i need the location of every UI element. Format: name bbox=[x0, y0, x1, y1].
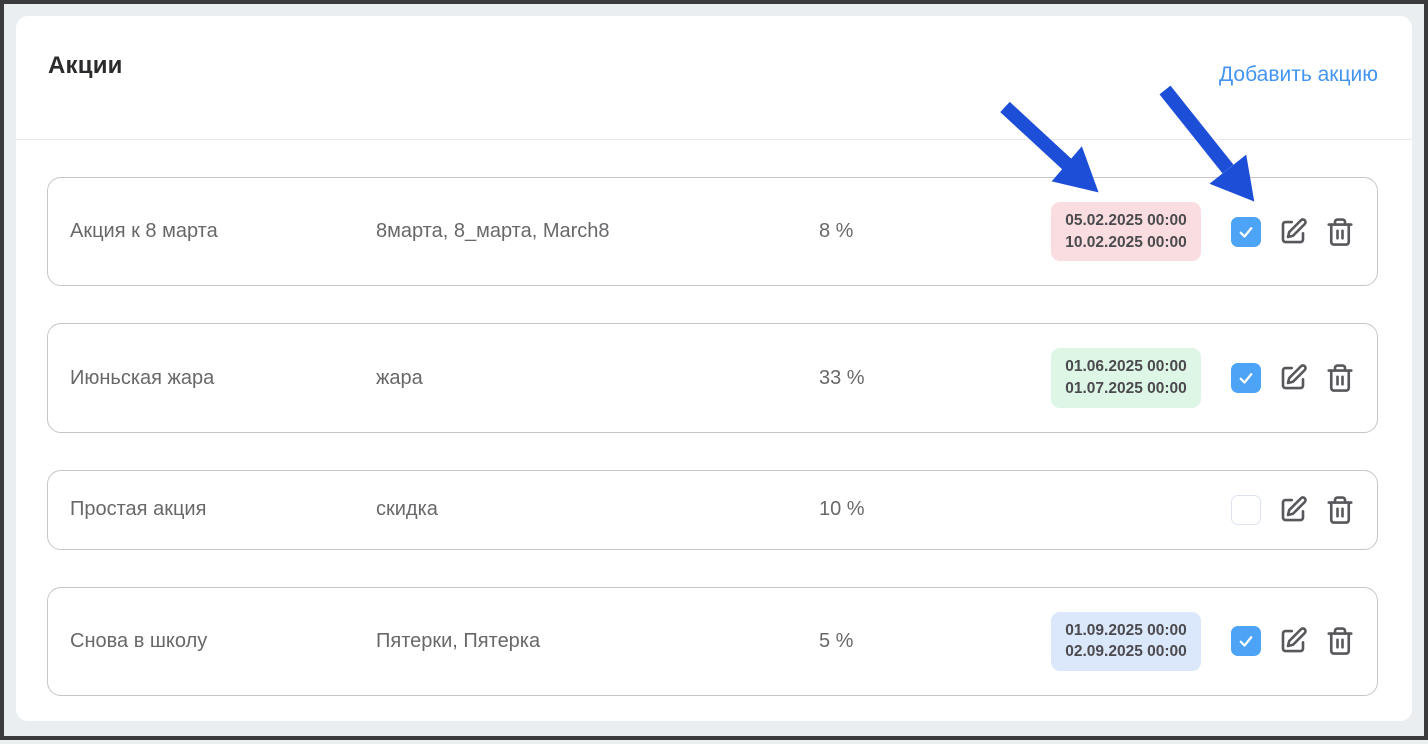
promotion-name: Акция к 8 марта bbox=[70, 220, 218, 243]
date-start: 05.02.2025 00:00 bbox=[1065, 212, 1187, 229]
date-badge-cell: 01.06.2025 00:00 01.07.2025 00:00 bbox=[1051, 348, 1201, 408]
promotions-panel: Акции Добавить акцию Акция к 8 марта 8ма… bbox=[16, 16, 1412, 721]
trash-icon bbox=[1327, 627, 1353, 656]
promotion-tags: 8марта, 8_марта, March8 bbox=[376, 220, 610, 243]
promotion-row: Июньская жара жара 33 % 01.06.2025 00:00… bbox=[70, 348, 1355, 408]
edit-button[interactable] bbox=[1278, 217, 1308, 247]
edit-icon bbox=[1281, 495, 1307, 522]
date-badge: 05.02.2025 00:00 10.02.2025 00:00 bbox=[1051, 202, 1201, 262]
date-end: 02.09.2025 00:00 bbox=[1065, 643, 1187, 661]
promotion-row: Простая акция скидка 10 % bbox=[70, 494, 1355, 525]
date-badge-cell: 01.09.2025 00:00 02.09.2025 00:00 bbox=[1051, 611, 1201, 672]
row-actions bbox=[1211, 363, 1355, 394]
promotion-name: Снова в школу bbox=[70, 629, 208, 652]
promotion-tags: жара bbox=[376, 366, 423, 389]
promotion-row: Снова в школу Пятерки, Пятерка 5 % 01.09… bbox=[70, 611, 1355, 672]
promotion-card: Простая акция скидка 10 % bbox=[47, 469, 1378, 550]
edit-button[interactable] bbox=[1278, 495, 1308, 525]
row-actions bbox=[1211, 626, 1355, 657]
check-icon bbox=[1239, 226, 1253, 238]
page-title: Акции bbox=[48, 52, 123, 79]
promotion-row: Акция к 8 марта 8марта, 8_марта, March8 … bbox=[70, 202, 1355, 262]
active-checkbox[interactable] bbox=[1231, 363, 1261, 394]
promotion-name: Июньская жара bbox=[70, 366, 215, 389]
delete-button[interactable] bbox=[1325, 626, 1355, 656]
row-actions bbox=[1211, 494, 1355, 525]
panel-header: Акции Добавить акцию bbox=[16, 16, 1412, 140]
date-end: 01.07.2025 00:00 bbox=[1065, 380, 1187, 398]
promotion-tags: скидка bbox=[376, 498, 438, 521]
date-badge-cell: 05.02.2025 00:00 10.02.2025 00:00 bbox=[1051, 202, 1201, 262]
edit-icon bbox=[1281, 217, 1307, 243]
trash-icon bbox=[1327, 364, 1353, 392]
date-start: 01.09.2025 00:00 bbox=[1065, 621, 1187, 639]
promotion-card: Акция к 8 марта 8марта, 8_марта, March8 … bbox=[47, 177, 1378, 287]
active-checkbox[interactable] bbox=[1231, 494, 1261, 525]
promotion-discount: 10 % bbox=[819, 498, 865, 521]
active-checkbox[interactable] bbox=[1231, 216, 1261, 247]
check-icon bbox=[1239, 373, 1253, 384]
active-checkbox[interactable] bbox=[1231, 626, 1261, 657]
check-icon bbox=[1239, 636, 1253, 648]
promotion-discount: 5 % bbox=[819, 629, 854, 652]
app-frame: Акции Добавить акцию Акция к 8 марта 8ма… bbox=[4, 4, 1424, 736]
edit-icon bbox=[1281, 627, 1307, 653]
delete-button[interactable] bbox=[1325, 363, 1355, 393]
row-actions bbox=[1211, 216, 1355, 247]
promotion-card: Снова в школу Пятерки, Пятерка 5 % 01.09… bbox=[47, 586, 1378, 697]
add-promotion-link[interactable]: Добавить акцию bbox=[1218, 63, 1378, 86]
promotion-card: Июньская жара жара 33 % 01.06.2025 00:00… bbox=[47, 323, 1378, 433]
promotion-name: Простая акция bbox=[70, 498, 207, 521]
date-end: 10.02.2025 00:00 bbox=[1065, 233, 1187, 251]
date-badge-cell bbox=[1112, 502, 1140, 518]
promotion-discount: 33 % bbox=[819, 366, 865, 389]
promotion-discount: 8 % bbox=[819, 220, 854, 243]
delete-button[interactable] bbox=[1325, 217, 1355, 247]
promotions-list: Акция к 8 марта 8марта, 8_марта, March8 … bbox=[16, 140, 1412, 697]
trash-icon bbox=[1327, 495, 1353, 524]
trash-icon bbox=[1327, 217, 1353, 246]
date-badge: 01.06.2025 00:00 01.07.2025 00:00 bbox=[1051, 348, 1201, 408]
date-start: 01.06.2025 00:00 bbox=[1065, 358, 1187, 376]
delete-button[interactable] bbox=[1325, 495, 1355, 525]
edit-button[interactable] bbox=[1278, 363, 1308, 393]
edit-icon bbox=[1281, 364, 1307, 390]
edit-button[interactable] bbox=[1278, 626, 1308, 656]
date-badge: 01.09.2025 00:00 02.09.2025 00:00 bbox=[1051, 611, 1201, 672]
promotion-tags: Пятерки, Пятерка bbox=[376, 629, 541, 652]
